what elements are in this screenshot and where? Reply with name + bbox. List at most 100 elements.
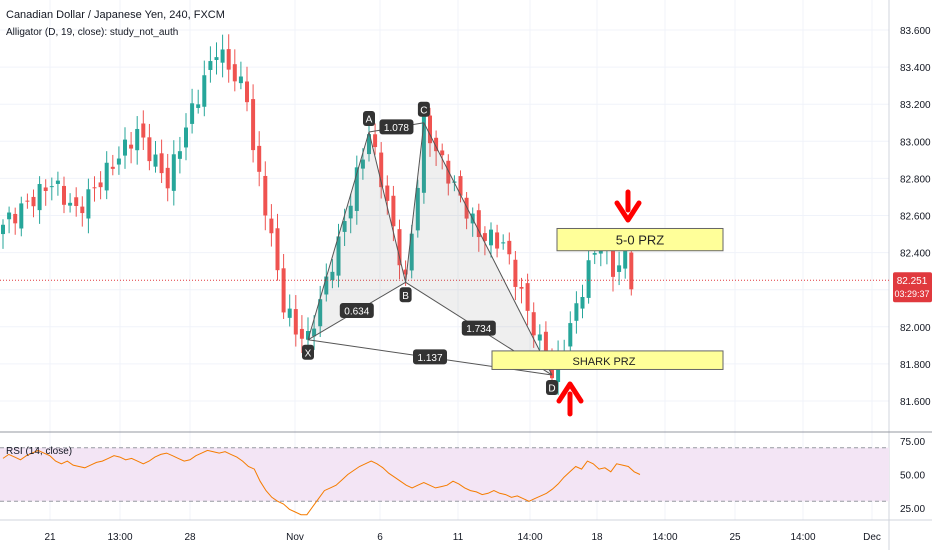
down-arrow-icon	[614, 189, 642, 223]
time-tick-label: 11	[453, 532, 464, 543]
time-tick-label: 21	[44, 532, 56, 543]
candle-down	[629, 252, 634, 290]
candle-down	[43, 187, 48, 191]
price-tick-label: 81.600	[900, 397, 931, 408]
candle-down	[543, 331, 548, 364]
candle-down	[92, 187, 97, 189]
candle-down	[226, 49, 231, 70]
candle-up	[348, 205, 353, 219]
candle-down	[428, 115, 432, 144]
price-tick-label: 83.000	[900, 137, 931, 148]
candle-up	[306, 331, 310, 340]
candle-down	[299, 328, 304, 339]
candle-up	[421, 113, 426, 193]
candle-up	[568, 323, 573, 347]
pattern-point-B: B	[402, 291, 409, 302]
pattern-point-C: C	[420, 105, 427, 116]
pattern-point-X: X	[305, 348, 312, 359]
candle-down	[495, 232, 500, 249]
candle-down	[403, 269, 408, 275]
candle-down	[281, 268, 286, 313]
candle-up	[208, 61, 213, 70]
price-badge-value: 82.251	[897, 276, 928, 287]
candle-up	[586, 260, 591, 298]
pattern-leg	[368, 131, 407, 283]
candle-up	[190, 103, 195, 124]
price-tick-label: 83.200	[900, 100, 931, 111]
grid-lines	[0, 0, 889, 520]
candle-up	[104, 162, 109, 191]
candle-up	[86, 189, 91, 219]
candle-down	[25, 200, 30, 202]
candle-down	[385, 185, 390, 201]
candle-up	[202, 75, 207, 107]
candle-up	[135, 128, 140, 151]
candle-down	[519, 286, 524, 289]
candle-up	[336, 236, 341, 276]
prz-zone	[491, 350, 724, 370]
time-tick-label: 18	[591, 532, 603, 543]
candle-up	[330, 271, 335, 281]
ratio-box	[461, 320, 496, 336]
candle-up	[220, 49, 225, 63]
candle-up	[55, 180, 60, 184]
time-tick-label: 14:00	[790, 532, 815, 543]
candle-down	[293, 309, 298, 335]
price-tick-label: 83.600	[900, 26, 931, 37]
ratio-box	[379, 119, 414, 135]
candle-down	[165, 167, 170, 189]
candle-down	[13, 213, 18, 224]
candle-down	[251, 99, 256, 151]
candle-up	[177, 151, 182, 159]
price-tick-label: 81.800	[900, 360, 931, 371]
candle-up	[123, 139, 127, 156]
candle-down	[482, 233, 487, 241]
candle-down	[80, 206, 85, 214]
candle-up	[238, 76, 243, 84]
price-tick-label: 82.000	[900, 323, 931, 334]
candle-down	[257, 145, 262, 172]
candle-up	[537, 334, 542, 341]
candle-up	[184, 127, 188, 148]
candle-down	[62, 185, 66, 205]
rsi-tick-label: 25.00	[900, 504, 925, 515]
time-tick-label: Dec	[863, 532, 881, 543]
pattern-point-box	[399, 287, 412, 303]
rsi-tick-label: 75.00	[900, 437, 925, 448]
candle-up	[19, 203, 24, 229]
time-axis: 21 13:00 28 Nov 6 11 14:00 18 14:00 25 14:00 Dec	[44, 532, 880, 543]
rsi-tick-label: 50.00	[900, 471, 925, 482]
rsi-pane	[0, 447, 889, 516]
candle-down	[245, 81, 249, 103]
time-tick-label: 14:00	[652, 532, 677, 543]
time-tick-label: 14:00	[517, 532, 542, 543]
candle-down	[464, 197, 469, 219]
candle-down	[159, 153, 164, 174]
prz-zone	[556, 227, 724, 252]
rsi-line	[2, 449, 641, 516]
candle-up	[7, 212, 12, 220]
pattern-leg	[423, 122, 553, 376]
pattern-point-box	[417, 101, 430, 117]
signal-arrows	[556, 189, 642, 417]
candle-down	[440, 150, 445, 156]
price-badge	[893, 272, 932, 303]
prz-zones: 5-0 PRZ SHARK PRZ	[491, 227, 724, 370]
candle-up	[623, 248, 628, 269]
candle-down	[476, 210, 481, 238]
candle-down	[397, 229, 402, 266]
up-arrow-icon	[556, 381, 584, 417]
rsi-label: RSI (14, close)	[6, 446, 73, 457]
candle-up	[415, 187, 420, 231]
time-tick-label: 28	[184, 532, 196, 543]
candle-down	[98, 182, 103, 188]
candle-up	[342, 221, 347, 232]
candle-down	[275, 228, 280, 271]
ratio-label: 0.634	[344, 307, 369, 318]
ratio-box	[413, 349, 447, 365]
candle-down	[379, 152, 384, 188]
price-tick-label: 82.600	[900, 212, 931, 223]
candle-down	[141, 123, 146, 138]
